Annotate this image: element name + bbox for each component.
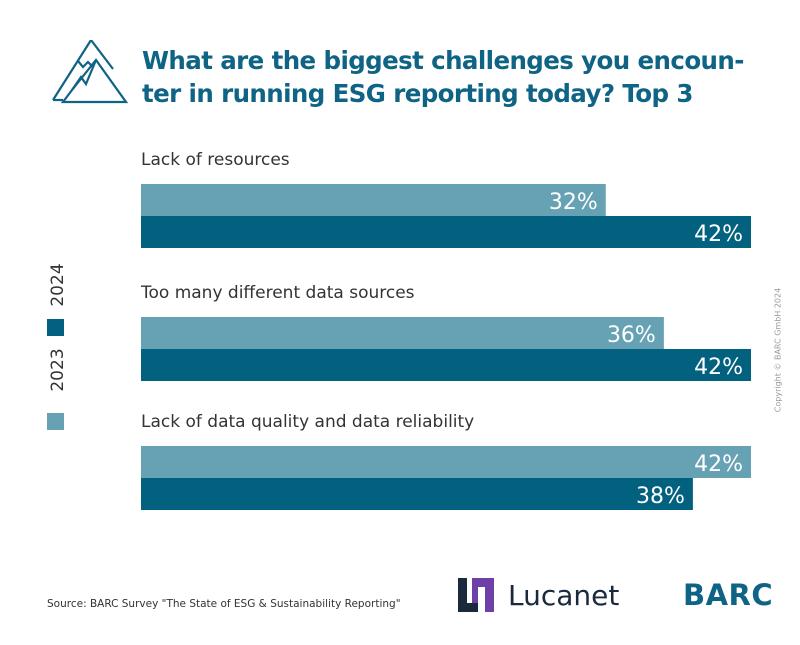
legend-swatch-2023	[47, 413, 64, 430]
title-line-2: ter in running ESG reporting today? Top …	[142, 79, 693, 108]
data-label: 42%	[694, 452, 743, 477]
bar-2024	[141, 478, 693, 510]
title-line-1: What are the biggest challenges you enco…	[142, 46, 744, 75]
copyright: Copyright © BARC GmbH 2024	[773, 287, 783, 413]
bar-2024	[141, 216, 751, 248]
legend-swatch-2024	[47, 319, 64, 336]
lucanet-wordmark: Lucanet	[508, 578, 620, 612]
bar-2023	[141, 184, 606, 216]
category-label: Lack of data quality and data reliabilit…	[141, 412, 474, 432]
lucanet-logo-icon	[458, 578, 494, 612]
legend: 2024 2023	[38, 255, 78, 445]
data-label: 42%	[694, 355, 743, 380]
bar-2023	[141, 446, 751, 478]
data-label: 42%	[694, 222, 743, 247]
data-label: 32%	[549, 190, 598, 215]
source-note: Source: BARC Survey "The State of ESG & …	[47, 598, 401, 610]
chart-title: What are the biggest challenges you enco…	[142, 44, 772, 110]
category-label: Lack of resources	[141, 150, 290, 170]
lucanet-logo: Lucanet	[458, 578, 619, 612]
bar-2023	[141, 317, 664, 349]
data-label: 38%	[636, 484, 685, 509]
bar-2024	[141, 349, 751, 381]
bar-chart: Lack of resources 32% 42% Too many differen…	[140, 150, 751, 510]
data-label: 36%	[607, 323, 656, 348]
barc-logo: BARC	[683, 578, 774, 612]
category-label: Too many different data sources	[140, 283, 415, 303]
mountain-icon	[52, 40, 128, 104]
